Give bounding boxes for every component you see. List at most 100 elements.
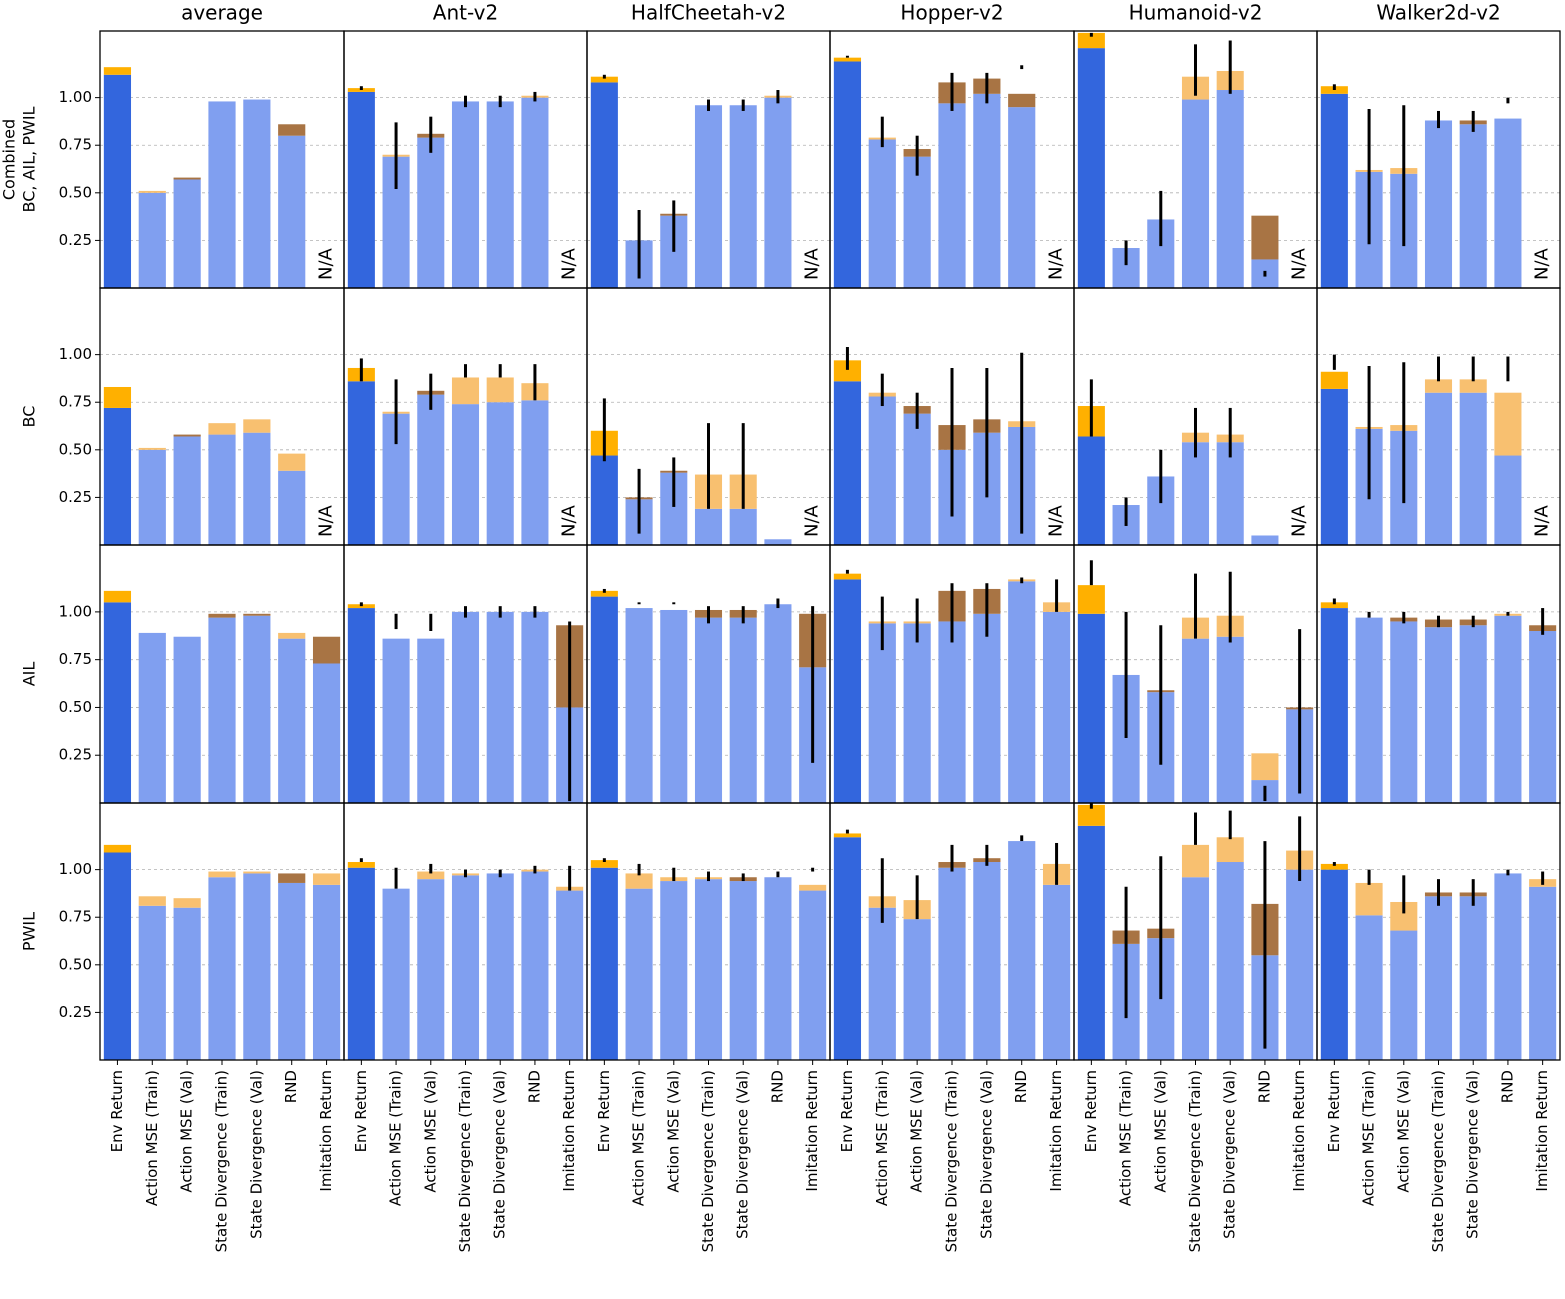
panel-r4-average: [99, 802, 345, 1061]
x-tick-label-imitation-return: Imitation Return: [317, 1070, 335, 1192]
bar-top-action-mse-train: [1355, 882, 1383, 916]
x-tick-label-state-divergence-val: State Divergence (Val): [1464, 1070, 1482, 1239]
na-label: N/A: [559, 247, 580, 280]
panel-r4-humanoid-v2: [1073, 802, 1318, 1061]
bar-state-divergence-train: [208, 101, 236, 288]
bar-action-mse-train: [868, 139, 896, 288]
bar-env-return: [590, 867, 618, 1060]
y-tick-label: 0.25: [59, 231, 92, 249]
y-tick-label: 0.50: [59, 955, 92, 973]
bar-action-mse-train: [382, 638, 410, 803]
bar-env-return: [590, 455, 618, 545]
bar-state-divergence-val: [243, 873, 271, 1060]
bar-state-divergence-val: [1216, 862, 1244, 1060]
x-tick-label-action-mse-val: Action MSE (Val): [1151, 1070, 1169, 1193]
bar-state-divergence-val: [243, 432, 271, 545]
bar-action-mse-val: [417, 879, 445, 1060]
bar-env-return: [1320, 869, 1348, 1060]
bar-state-divergence-val: [486, 611, 514, 803]
panel-r1-walker2d-v2: N/A: [1316, 30, 1561, 289]
x-tick-label-state-divergence-val: State Divergence (Val): [1221, 1070, 1239, 1239]
panel-r3-ant-v2: [343, 544, 588, 804]
bar-state-divergence-train: [938, 867, 966, 1060]
bar-state-divergence-val: [1459, 625, 1487, 803]
y-tick-label: 0.50: [59, 183, 92, 201]
bar-env-return: [833, 61, 862, 288]
x-tick-label-imitation-return: Imitation Return: [560, 1070, 578, 1192]
bar-action-mse-train: [382, 888, 410, 1060]
bar-state-divergence-train: [451, 611, 480, 803]
x-tick-label-env-return: Env Return: [108, 1070, 126, 1152]
bar-env-return: [347, 867, 375, 1060]
x-tick-label-rnd: RND: [768, 1070, 786, 1103]
panel-r2-hopper-v2: N/A: [829, 287, 1075, 546]
y-tick-label: 0.50: [59, 698, 92, 716]
bar-state-divergence-train: [694, 617, 723, 803]
x-tick-label-env-return: Env Return: [1082, 1070, 1100, 1152]
bar-state-divergence-train: [694, 879, 723, 1060]
x-tick-label-state-divergence-val: State Divergence (Val): [977, 1070, 995, 1239]
bar-state-divergence-train: [1181, 99, 1210, 289]
bar-rnd: [764, 97, 792, 288]
bar-top-state-divergence-train: [1424, 379, 1453, 393]
bar-top-rnd: [1008, 93, 1036, 108]
bar-state-divergence-val: [973, 862, 1001, 1060]
column-title-humanoid-v2: Humanoid-v2: [1129, 1, 1263, 25]
bar-action-mse-val: [660, 881, 688, 1060]
row-label-1: Combined: [0, 119, 19, 200]
y-tick-label: 0.25: [59, 488, 92, 506]
na-label: N/A: [1046, 504, 1067, 537]
bar-state-divergence-train: [1424, 896, 1453, 1060]
bar-top-env-return: [347, 862, 375, 868]
bar-top-state-divergence-train: [451, 377, 480, 405]
bar-env-return: [1320, 93, 1348, 288]
bar-imitation-return: [799, 890, 827, 1060]
x-tick-label-env-return: Env Return: [838, 1070, 856, 1152]
bar-state-divergence-val: [1216, 636, 1244, 803]
na-label: N/A: [316, 504, 337, 537]
bar-action-mse-train: [1355, 915, 1383, 1060]
x-tick-label-imitation-return: Imitation Return: [803, 1070, 821, 1192]
x-tick-label-action-mse-train: Action MSE (Train): [143, 1070, 161, 1206]
x-tick-label-state-divergence-train: State Divergence (Train): [1186, 1070, 1204, 1252]
bar-action-mse-val: [173, 636, 201, 803]
bar-top-env-return: [1320, 371, 1348, 389]
bar-rnd: [521, 400, 549, 545]
row-label-4: PWIL: [20, 912, 39, 951]
bar-env-return: [1077, 613, 1105, 803]
na-label: N/A: [802, 247, 823, 280]
bar-top-rnd: [278, 632, 306, 639]
na-label: N/A: [1532, 504, 1553, 537]
bar-rnd: [521, 871, 549, 1060]
bar-action-mse-val: [417, 638, 445, 803]
bar-rnd: [1008, 107, 1036, 288]
bar-top-imitation-return: [312, 636, 341, 664]
bar-action-mse-train: [138, 905, 166, 1060]
bar-state-divergence-train: [694, 105, 723, 288]
x-tick-label-rnd: RND: [525, 1070, 543, 1103]
bar-rnd: [278, 882, 306, 1060]
x-tick-label-action-mse-train: Action MSE (Train): [1360, 1070, 1378, 1206]
bar-state-divergence-train: [1424, 120, 1453, 288]
x-tick-label-imitation-return: Imitation Return: [1290, 1070, 1308, 1192]
bar-action-mse-train: [625, 888, 653, 1060]
bar-action-mse-train: [138, 192, 166, 288]
bar-state-divergence-train: [208, 877, 236, 1060]
bar-state-divergence-val: [243, 99, 271, 289]
y-tick-label: 0.75: [59, 650, 92, 668]
bar-top-env-return: [833, 360, 862, 382]
na-label: N/A: [802, 504, 823, 537]
x-tick-label-action-mse-train: Action MSE (Train): [1117, 1070, 1135, 1206]
bar-imitation-return: [556, 890, 584, 1060]
x-tick-label-state-divergence-train: State Divergence (Train): [699, 1070, 717, 1252]
na-label: N/A: [1289, 247, 1310, 280]
bar-top-env-return: [1320, 863, 1348, 870]
x-tick-label-rnd: RND: [282, 1070, 300, 1103]
bar-top-state-divergence-val: [486, 377, 514, 403]
bar-top-env-return: [103, 590, 132, 603]
bar-top-state-divergence-val: [243, 613, 271, 616]
bar-state-divergence-train: [1424, 627, 1453, 803]
y-tick-label: 1.00: [59, 88, 92, 106]
bar-state-divergence-val: [243, 615, 271, 803]
bar-env-return: [103, 602, 132, 803]
